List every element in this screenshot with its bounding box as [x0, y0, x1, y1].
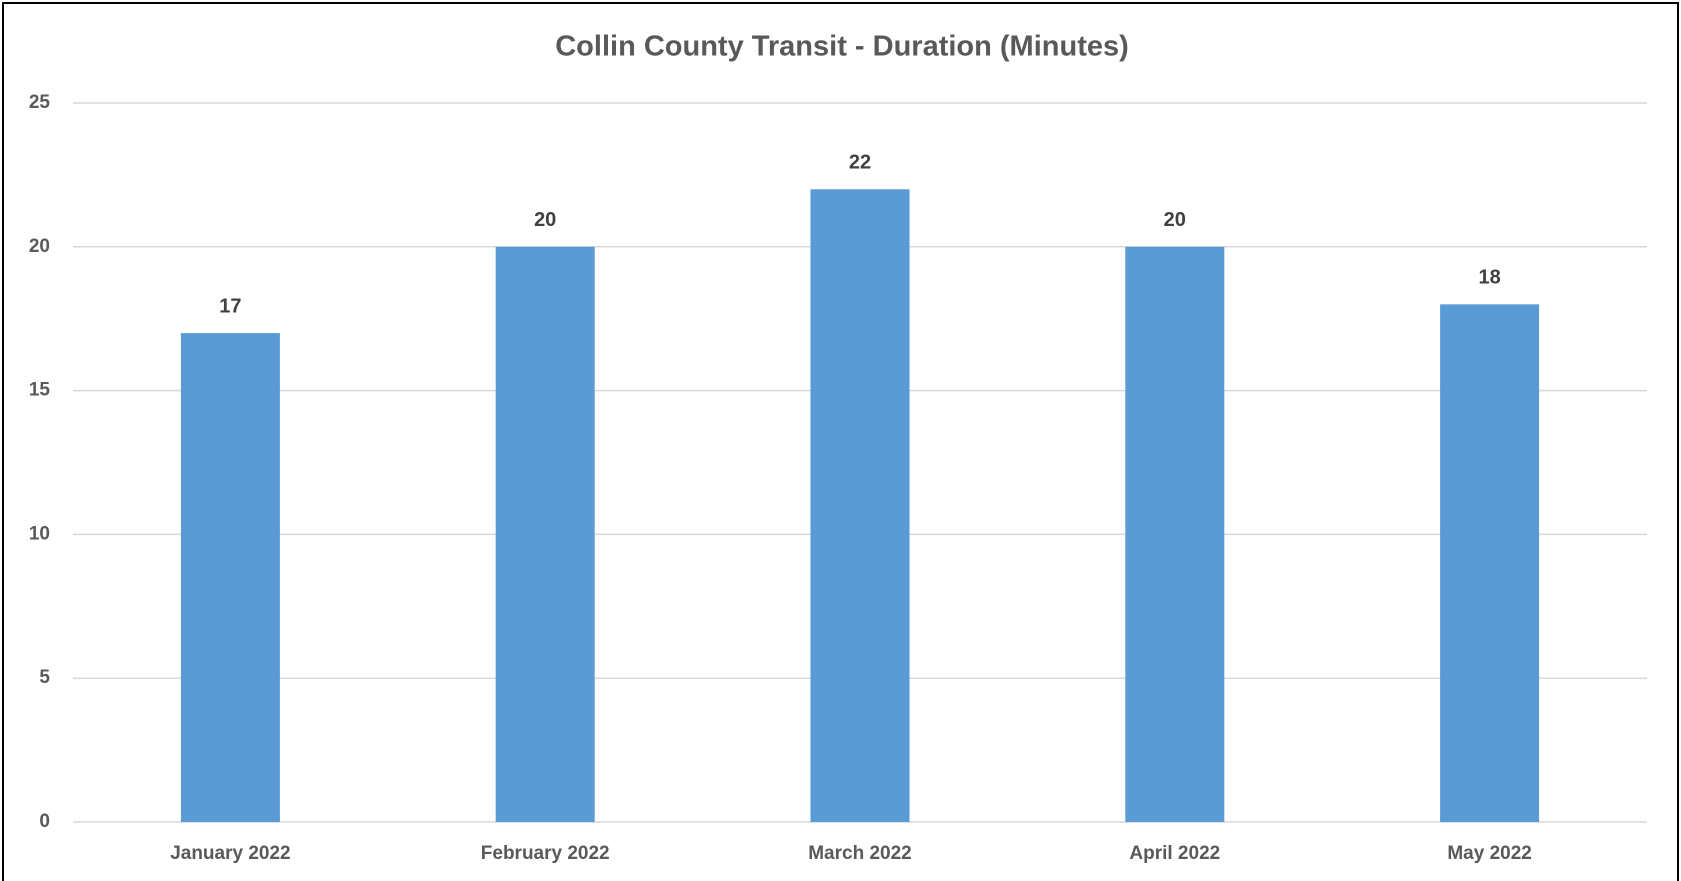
bar: [1440, 304, 1540, 822]
x-tick-label: March 2022: [808, 843, 912, 864]
bar: [810, 189, 910, 822]
x-tick-label: January 2022: [170, 843, 290, 864]
y-tick-label: 5: [39, 667, 50, 688]
x-tick-label: February 2022: [481, 843, 610, 864]
y-tick-label: 15: [29, 380, 51, 401]
data-label: 22: [849, 152, 871, 174]
bar: [495, 246, 595, 823]
data-label: 20: [1164, 209, 1186, 231]
data-label: 17: [219, 295, 241, 317]
data-label: 18: [1478, 267, 1500, 289]
x-tick-label: April 2022: [1129, 843, 1220, 864]
y-tick-label: 10: [29, 523, 50, 544]
y-tick-label: 0: [39, 811, 50, 832]
y-tick-label: 20: [29, 236, 50, 257]
data-label: 20: [534, 209, 556, 231]
x-tick-label: May 2022: [1447, 843, 1532, 864]
y-tick-label: 25: [29, 92, 51, 113]
bar: [180, 333, 280, 822]
bar: [1125, 246, 1225, 823]
chart-title: Collin County Transit - Duration (Minute…: [555, 31, 1129, 63]
